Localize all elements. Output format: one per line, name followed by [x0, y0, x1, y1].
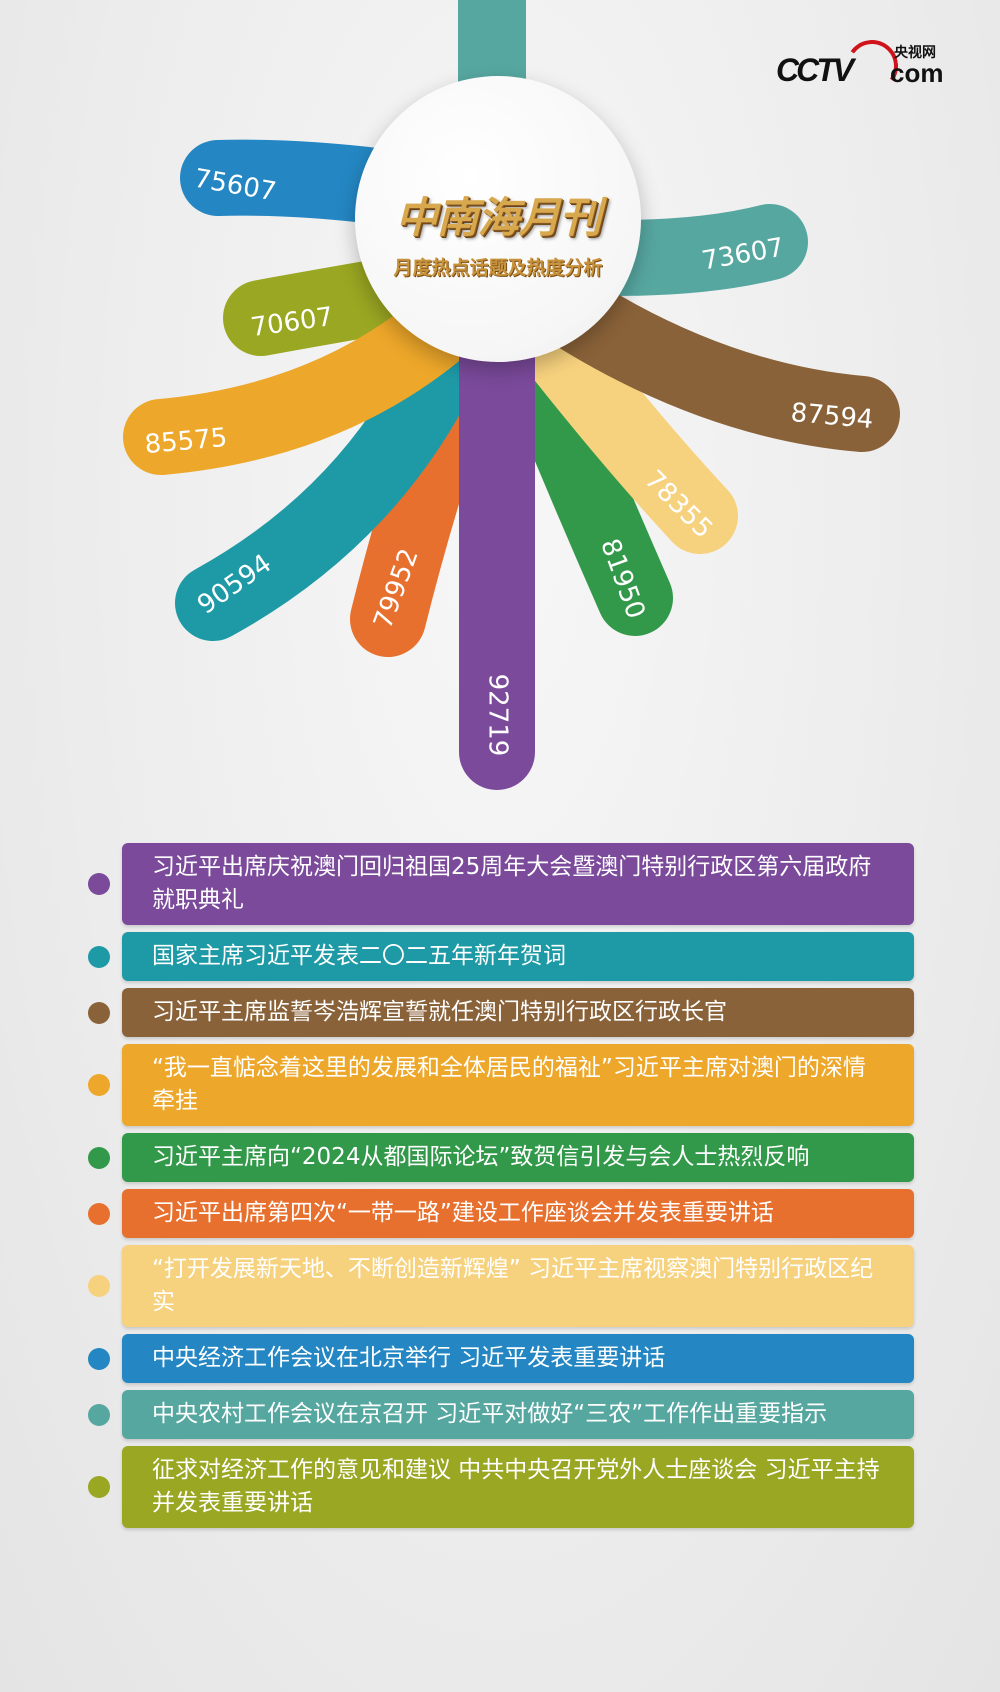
bullet-dot-icon [88, 1074, 110, 1096]
petal-value: 92719 [483, 674, 513, 757]
topic-text: 国家主席习近平发表二〇二五年新年贺词 [122, 932, 914, 981]
topic-text: 征求对经济工作的意见和建议 中共中央召开党外人士座谈会 习近平主持并发表重要讲话 [122, 1446, 914, 1528]
topic-row[interactable]: “打开发展新天地、不断创造新辉煌” 习近平主席视察澳门特别行政区纪实 [0, 1245, 1000, 1327]
logo-brand: CCTV [776, 52, 854, 88]
topic-row[interactable]: 中央农村工作会议在京召开 习近平对做好“三农”工作作出重要指示 [0, 1390, 1000, 1439]
page-subtitle: 月度热点话题及热度分析 [393, 257, 603, 279]
topic-text: 习近平出席第四次“一带一路”建设工作座谈会并发表重要讲话 [122, 1189, 914, 1238]
petal-value: 85575 [143, 423, 228, 460]
topic-row[interactable]: 中央经济工作会议在北京举行 习近平发表重要讲话 [0, 1334, 1000, 1383]
topic-text: 习近平出席庆祝澳门回归祖国25周年大会暨澳门特别行政区第六届政府就职典礼 [122, 843, 914, 925]
topic-row[interactable]: 习近平出席第四次“一带一路”建设工作座谈会并发表重要讲话 [0, 1189, 1000, 1238]
bullet-dot-icon [88, 1403, 110, 1426]
topic-text: 习近平主席监誓岑浩辉宣誓就任澳门特别行政区行政长官 [122, 988, 914, 1037]
petal-value: 87594 [790, 398, 875, 435]
topic-row[interactable]: 习近平主席监誓岑浩辉宣誓就任澳门特别行政区行政长官 [0, 988, 1000, 1037]
title-circle: 中南海月刊 月度热点话题及热度分析 [355, 76, 641, 362]
topic-text: 中央农村工作会议在京召开 习近平对做好“三农”工作作出重要指示 [122, 1390, 914, 1439]
logo-chinese: 央视网 [894, 45, 936, 61]
topic-text: 中央经济工作会议在北京举行 习近平发表重要讲话 [122, 1334, 914, 1383]
bullet-dot-icon [88, 945, 110, 968]
topic-text: 习近平主席向“2024从都国际论坛”致贺信引发与会人士热烈反响 [122, 1133, 914, 1182]
topic-row[interactable]: 习近平主席向“2024从都国际论坛”致贺信引发与会人士热烈反响 [0, 1133, 1000, 1182]
topic-text: “我一直惦念着这里的发展和全体居民的福祉”习近平主席对澳门的深情牵挂 [122, 1044, 914, 1126]
topic-list: 习近平出席庆祝澳门回归祖国25周年大会暨澳门特别行政区第六届政府就职典礼国家主席… [0, 843, 1000, 1535]
bullet-dot-icon [88, 873, 110, 895]
page-title: 中南海月刊 [395, 193, 601, 242]
topic-row[interactable]: 国家主席习近平发表二〇二五年新年贺词 [0, 932, 1000, 981]
bullet-dot-icon [88, 1001, 110, 1024]
bullet-dot-icon [88, 1275, 110, 1297]
logo-suffix: com [890, 58, 944, 88]
topic-row[interactable]: “我一直惦念着这里的发展和全体居民的福祉”习近平主席对澳门的深情牵挂 [0, 1044, 1000, 1126]
topic-text: “打开发展新天地、不断创造新辉煌” 习近平主席视察澳门特别行政区纪实 [122, 1245, 914, 1327]
top-bar [458, 0, 526, 90]
bullet-dot-icon [88, 1202, 110, 1225]
bullet-dot-icon [88, 1146, 110, 1169]
bullet-dot-icon [88, 1347, 110, 1370]
topic-row[interactable]: 征求对经济工作的意见和建议 中共中央召开党外人士座谈会 习近平主持并发表重要讲话 [0, 1446, 1000, 1528]
bullet-dot-icon [88, 1476, 110, 1498]
topic-row[interactable]: 习近平出席庆祝澳门回归祖国25周年大会暨澳门特别行政区第六届政府就职典礼 [0, 843, 1000, 925]
